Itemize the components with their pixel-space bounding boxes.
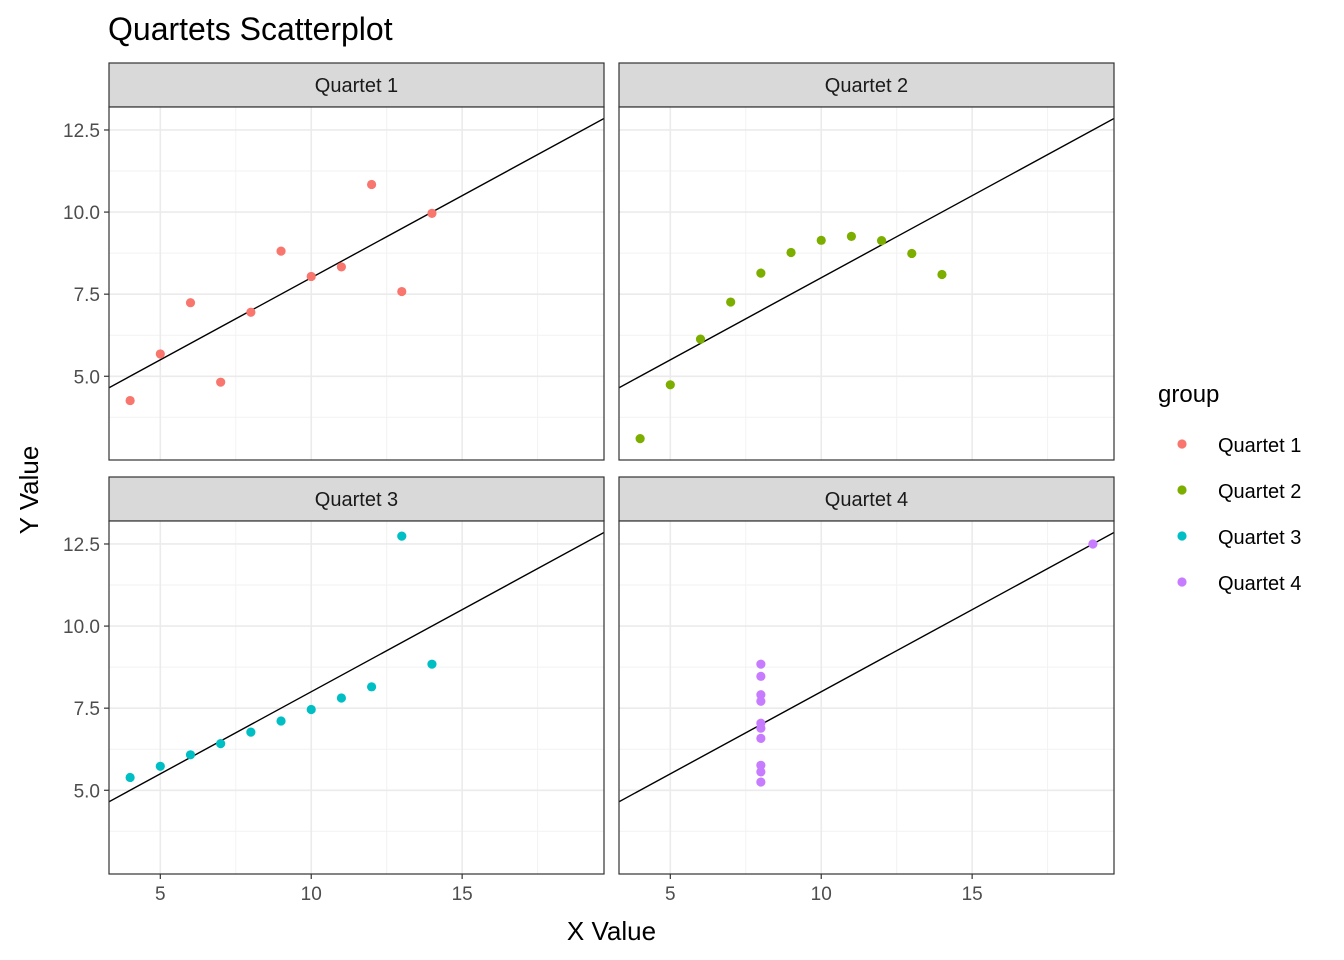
data-point xyxy=(726,297,736,307)
data-point xyxy=(246,727,256,737)
facet-strip xyxy=(618,476,1115,522)
data-point xyxy=(246,307,256,317)
facet-strip xyxy=(108,62,605,108)
data-point xyxy=(786,247,796,258)
panel-border xyxy=(618,520,1115,875)
legend-key xyxy=(1177,577,1187,587)
y-axis-title: Y Value xyxy=(14,446,44,535)
data-point xyxy=(695,334,706,344)
data-point xyxy=(846,231,857,241)
data-point xyxy=(366,682,377,692)
y-tick-label: 12.5 xyxy=(63,121,100,142)
x-tick-label: 15 xyxy=(962,884,983,905)
facet-strip-label: Quartet 4 xyxy=(825,489,908,511)
panel-border xyxy=(618,106,1115,461)
facet-strip-label: Quartet 2 xyxy=(825,75,908,97)
data-point xyxy=(756,696,766,706)
data-point xyxy=(665,380,675,390)
data-point xyxy=(1088,539,1098,549)
data-point xyxy=(125,772,135,783)
legend-label: Quartet 2 xyxy=(1218,481,1301,503)
data-point xyxy=(756,671,766,681)
facet-strip-label: Quartet 1 xyxy=(315,75,398,97)
legend-label: Quartet 3 xyxy=(1218,527,1301,549)
data-point xyxy=(155,761,165,771)
legend-label: Quartet 4 xyxy=(1218,573,1301,595)
data-point xyxy=(937,269,947,280)
x-tick-label: 15 xyxy=(452,884,473,905)
y-tick-label: 5.0 xyxy=(74,781,100,802)
data-point xyxy=(427,659,437,669)
data-point xyxy=(397,286,407,297)
x-tick-label: 5 xyxy=(155,884,166,905)
data-point xyxy=(185,750,196,760)
data-point xyxy=(336,693,347,703)
x-tick-label: 10 xyxy=(301,884,322,905)
legend-title: group xyxy=(1158,381,1219,408)
y-tick-label: 12.5 xyxy=(63,535,100,556)
data-point xyxy=(756,659,766,669)
data-point xyxy=(427,208,437,218)
chart-title: Quartets Scatterplot xyxy=(108,11,393,47)
legend-label: Quartet 1 xyxy=(1218,435,1301,457)
y-tick-label: 5.0 xyxy=(74,367,100,388)
x-tick-label: 10 xyxy=(811,884,832,905)
data-point xyxy=(756,760,766,770)
data-point xyxy=(336,262,347,272)
data-point xyxy=(155,349,165,359)
panel-background xyxy=(109,521,604,874)
reference-line xyxy=(109,117,604,389)
data-point xyxy=(907,248,917,259)
data-point xyxy=(306,704,316,715)
legend-key xyxy=(1177,531,1187,541)
panel-border xyxy=(108,520,605,875)
data-point xyxy=(756,723,766,733)
data-point xyxy=(185,298,196,308)
data-point xyxy=(816,235,826,245)
data-point xyxy=(366,179,377,190)
data-point xyxy=(756,777,766,787)
y-tick-label: 10.0 xyxy=(63,617,100,638)
facet-strip xyxy=(108,476,605,522)
data-point xyxy=(276,246,286,256)
facet-strip-label: Quartet 3 xyxy=(315,489,398,511)
data-point xyxy=(125,395,135,406)
x-axis-title: X Value xyxy=(567,916,656,946)
legend-key xyxy=(1177,485,1187,495)
y-tick-label: 7.5 xyxy=(74,699,100,720)
data-point xyxy=(635,434,645,444)
panel-border xyxy=(108,106,605,461)
reference-line xyxy=(619,531,1114,803)
data-point xyxy=(306,271,316,282)
data-point xyxy=(756,690,766,700)
data-point xyxy=(756,733,766,743)
y-tick-label: 7.5 xyxy=(74,285,100,306)
data-point xyxy=(756,268,766,278)
data-point xyxy=(216,377,226,387)
panel-background xyxy=(619,521,1114,874)
data-point xyxy=(216,739,226,749)
data-point xyxy=(876,236,887,246)
legend-key xyxy=(1177,439,1187,449)
panel-background xyxy=(619,107,1114,460)
data-point xyxy=(276,716,286,726)
data-point xyxy=(756,767,766,777)
data-point xyxy=(397,531,407,541)
panel-background xyxy=(109,107,604,460)
y-tick-label: 10.0 xyxy=(63,203,100,224)
x-tick-label: 5 xyxy=(665,884,676,905)
